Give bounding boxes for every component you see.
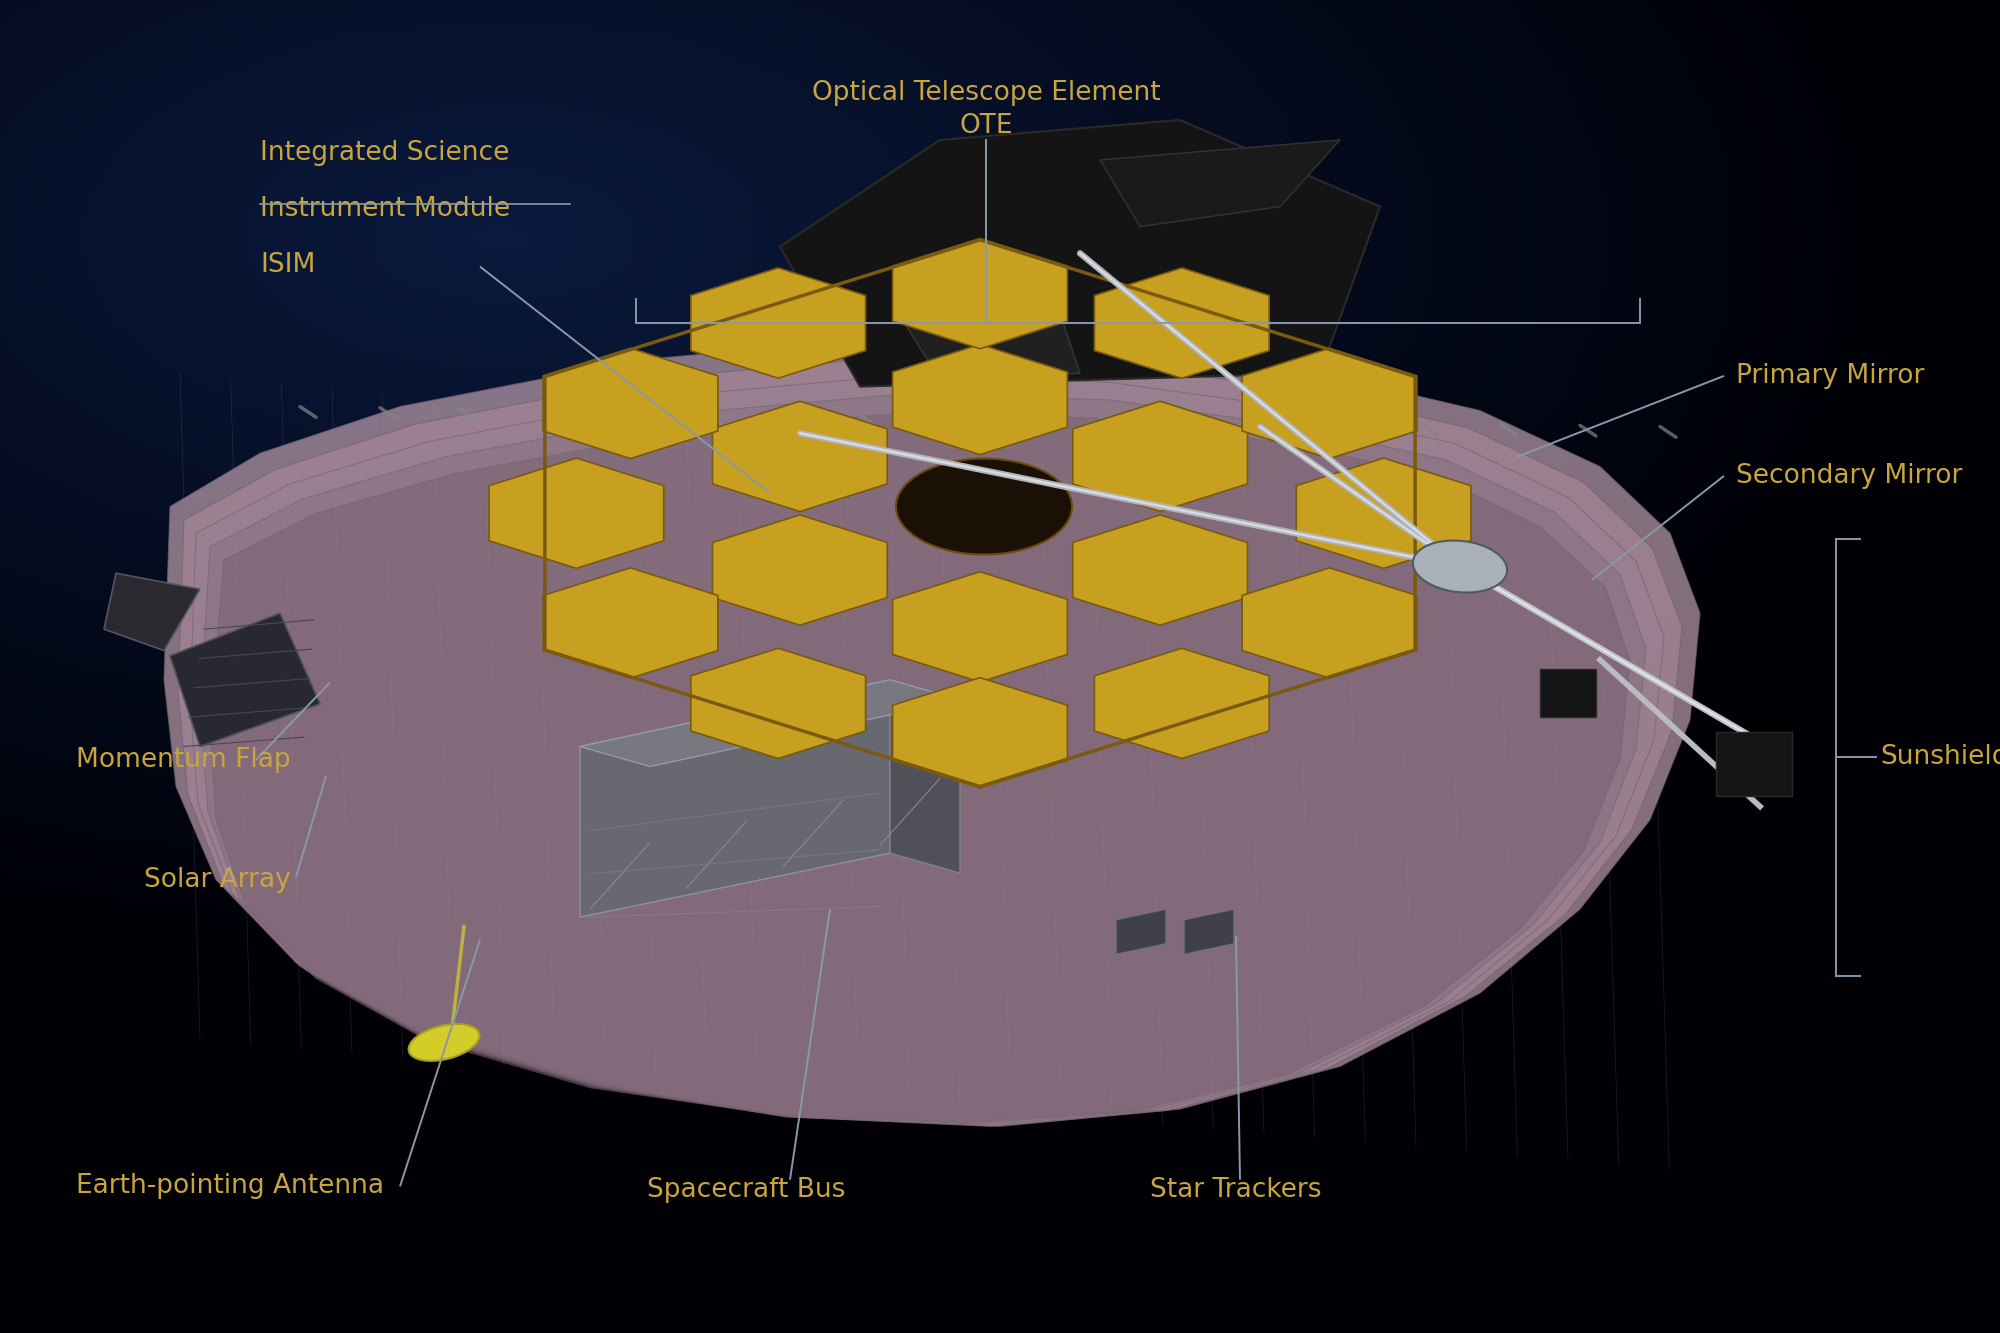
Text: Optical Telescope Element
OTE: Optical Telescope Element OTE — [812, 80, 1160, 139]
Polygon shape — [544, 348, 718, 459]
Polygon shape — [1184, 909, 1234, 954]
Polygon shape — [1072, 515, 1248, 625]
Text: Spacecraft Bus: Spacecraft Bus — [646, 1177, 846, 1204]
Polygon shape — [892, 239, 1068, 349]
Text: Primary Mirror: Primary Mirror — [1736, 363, 1924, 389]
Polygon shape — [712, 515, 888, 625]
Polygon shape — [164, 336, 1700, 1126]
Polygon shape — [580, 680, 890, 917]
Text: Momentum Flap: Momentum Flap — [76, 746, 290, 773]
Polygon shape — [210, 412, 1630, 1122]
Polygon shape — [580, 680, 960, 766]
Bar — [1540, 669, 1596, 717]
Polygon shape — [892, 677, 1068, 788]
Text: Integrated Science: Integrated Science — [260, 140, 510, 167]
Polygon shape — [690, 648, 866, 758]
Polygon shape — [544, 568, 718, 678]
Polygon shape — [1072, 401, 1248, 512]
Polygon shape — [1100, 140, 1340, 227]
Polygon shape — [1116, 909, 1166, 954]
Text: ISIM: ISIM — [260, 252, 316, 279]
Ellipse shape — [408, 1024, 480, 1061]
Polygon shape — [892, 344, 1068, 455]
Polygon shape — [892, 572, 1068, 682]
Text: Star Trackers: Star Trackers — [1150, 1177, 1322, 1204]
Polygon shape — [712, 401, 888, 512]
Polygon shape — [690, 268, 866, 379]
Polygon shape — [1094, 268, 1270, 379]
Polygon shape — [190, 375, 1664, 1125]
Polygon shape — [170, 613, 320, 746]
Text: Secondary Mirror: Secondary Mirror — [1736, 463, 1962, 489]
Polygon shape — [200, 393, 1646, 1124]
Polygon shape — [890, 680, 960, 873]
Ellipse shape — [896, 459, 1072, 555]
Polygon shape — [104, 573, 200, 651]
Polygon shape — [900, 313, 1080, 380]
Bar — [1716, 732, 1792, 796]
Text: Solar Array: Solar Array — [144, 866, 290, 893]
Polygon shape — [1094, 648, 1270, 758]
Text: Instrument Module: Instrument Module — [260, 196, 510, 223]
Polygon shape — [1296, 459, 1470, 568]
Polygon shape — [490, 459, 664, 568]
Polygon shape — [1242, 348, 1416, 459]
Ellipse shape — [1412, 540, 1508, 593]
Text: Earth-pointing Antenna: Earth-pointing Antenna — [76, 1173, 384, 1200]
Polygon shape — [178, 356, 1682, 1126]
Text: Sunshield: Sunshield — [1880, 744, 2000, 770]
Polygon shape — [780, 120, 1380, 387]
Polygon shape — [1242, 568, 1416, 678]
